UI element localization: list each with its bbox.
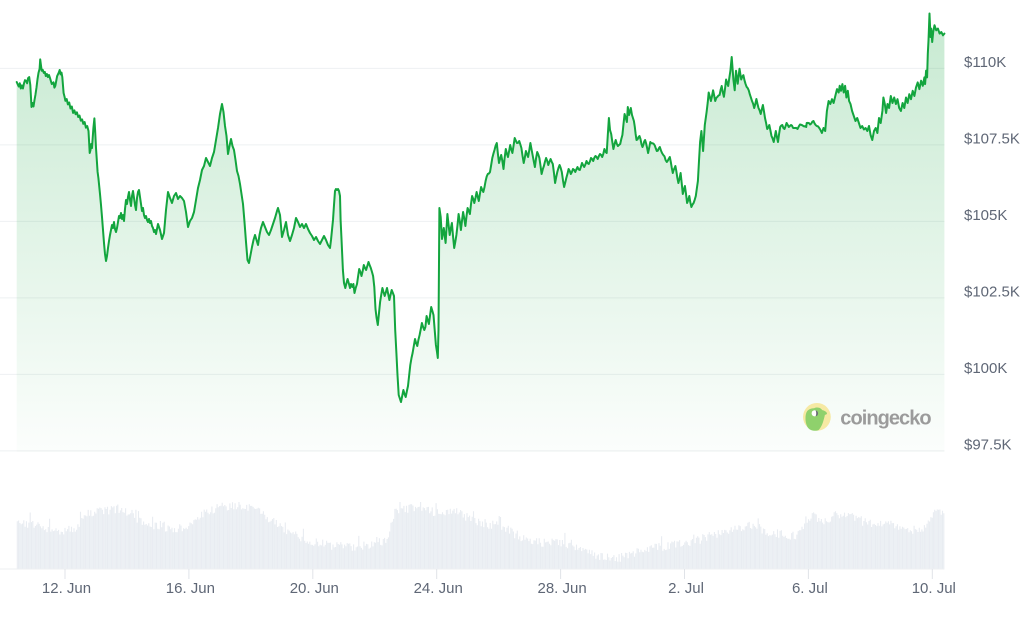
svg-text:24. Jun: 24. Jun xyxy=(414,580,463,597)
svg-text:$100K: $100K xyxy=(964,360,1007,377)
svg-text:$107.5K: $107.5K xyxy=(964,130,1020,147)
svg-text:$105K: $105K xyxy=(964,207,1007,224)
svg-text:$97.5K: $97.5K xyxy=(964,436,1012,453)
svg-text:20. Jun: 20. Jun xyxy=(290,580,339,597)
svg-text:10. Jul: 10. Jul xyxy=(912,580,956,597)
svg-text:$110K: $110K xyxy=(964,54,1006,71)
svg-text:28. Jun: 28. Jun xyxy=(537,580,586,597)
svg-text:$102.5K: $102.5K xyxy=(964,283,1020,300)
svg-text:coingecko: coingecko xyxy=(840,407,931,429)
svg-text:12. Jun: 12. Jun xyxy=(42,580,91,597)
svg-text:2. Jul: 2. Jul xyxy=(668,580,704,597)
svg-text:16. Jun: 16. Jun xyxy=(166,580,215,597)
svg-text:6. Jul: 6. Jul xyxy=(792,580,828,597)
